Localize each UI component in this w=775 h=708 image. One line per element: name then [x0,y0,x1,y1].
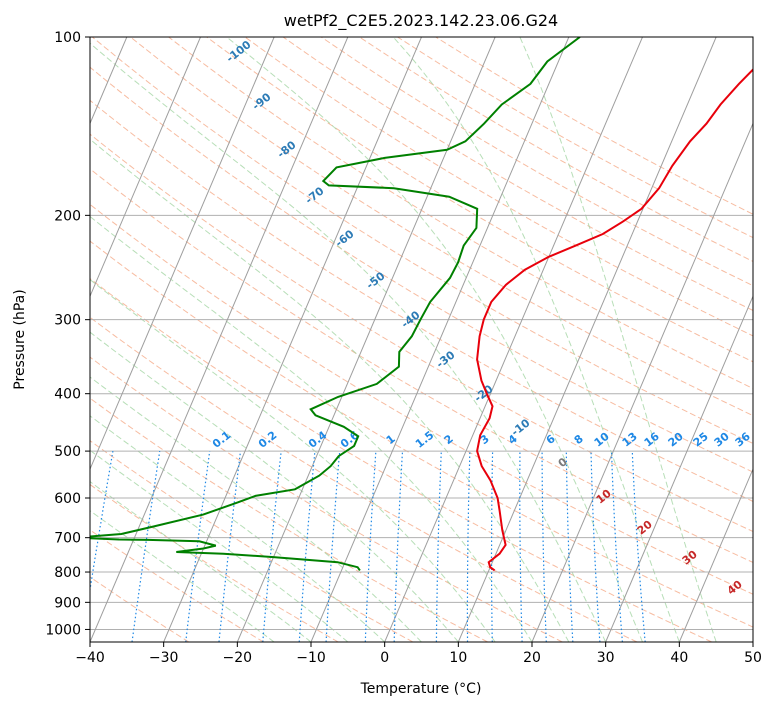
moist-adiabat [392,37,680,642]
dry-adiabat [90,576,190,642]
y-tick-label: 900 [54,595,81,611]
chart-title: wetPf2_C2E5.2023.142.23.06.G24 [284,11,558,31]
dry-adiabat [90,316,638,642]
moist-adiabats [90,37,717,642]
isotherm [605,295,753,642]
dry-adiabat [90,66,753,473]
y-tick-label: 800 [54,565,81,581]
moist-adiabat [90,415,386,642]
moist-adiabat [519,37,717,642]
y-tick-label: 200 [54,208,81,224]
x-axis: −40 −30 −20 −10 0 10 20 30 40 50 [75,642,762,666]
isotherm [236,37,496,642]
y-tick-label: 100 [54,30,81,46]
dry-adiabat [90,203,753,595]
dry-adiabat [282,37,753,312]
x-tick-label: 10 [449,650,467,666]
isotherm [90,37,275,471]
moist-adiabat [90,331,459,642]
dry-adiabat [90,397,488,642]
isotherm [531,122,753,642]
y-tick-label: 500 [54,444,81,460]
mixing-ratio-line [631,451,646,642]
x-tick-label: −10 [296,650,326,666]
moist-adiabat [90,449,349,642]
isotherm [457,37,717,642]
dewpoint-line [90,37,581,571]
dry-adiabat [90,483,339,642]
mixing-ratio-line [262,451,282,642]
y-axis: 100 200 300 400 500 600 700 800 900 1000 [45,30,90,638]
mixing-ratio-line [131,451,161,642]
y-tick-label: 300 [54,313,81,329]
isotherm [90,37,349,642]
moist-adiabat [90,279,496,642]
dry-adiabat [90,240,753,628]
isotherm [90,37,201,298]
dry-adiabat [90,133,753,533]
dry-adiabats [90,37,753,642]
x-tick-label: −30 [149,650,179,666]
dry-adiabat [206,37,753,363]
mixing-ratio-lines [90,450,646,642]
temperature-line [476,68,753,572]
isotherm [384,37,643,642]
x-axis-label: Temperature (°C) [360,681,482,697]
dry-adiabat [90,356,563,642]
moist-adiabat [90,138,570,642]
isotherm [310,37,570,642]
mixing-ratio-line [298,451,316,642]
moist-adiabat [90,481,312,642]
plot-frame [89,36,754,643]
mixing-ratio-line [90,450,114,594]
x-tick-label: 0 [380,650,389,666]
x-tick-label: −20 [223,650,253,666]
isotherms [90,37,753,642]
y-tick-label: 700 [54,531,81,547]
x-tick-label: −40 [75,650,105,666]
x-tick-label: 40 [670,650,688,666]
isotherm [678,467,753,642]
mixing-ratio-line [185,451,211,642]
x-tick-label: 30 [597,650,615,666]
moist-adiabat [226,37,643,642]
moist-adiabat [90,215,533,642]
moist-adiabat [90,376,422,642]
dry-adiabat [130,37,753,417]
x-tick-label: 50 [744,650,762,666]
y-tick-label: 400 [54,387,81,403]
dry-adiabat [90,168,753,563]
y-tick-label: 600 [54,491,81,507]
isotherm [163,37,422,642]
moist-adiabat [90,42,607,642]
mixing-ratio-line [218,451,242,642]
x-tick-label: 20 [523,650,541,666]
y-tick-label: 1000 [45,622,81,638]
y-axis-label: Pressure (hPa) [12,289,28,389]
